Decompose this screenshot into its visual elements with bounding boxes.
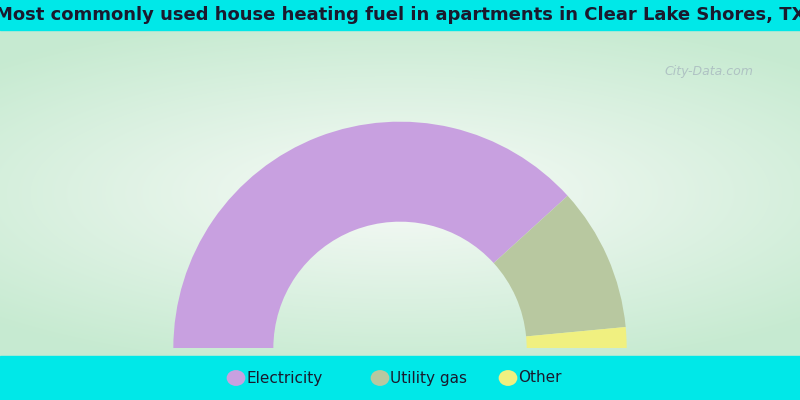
- Ellipse shape: [226, 370, 246, 386]
- Ellipse shape: [498, 370, 518, 386]
- Bar: [0, 356, 800, 400]
- Text: Electricity: Electricity: [246, 370, 322, 386]
- Wedge shape: [526, 327, 626, 348]
- Bar: [0, 0, 800, 30]
- Wedge shape: [494, 196, 626, 336]
- Text: Most commonly used house heating fuel in apartments in Clear Lake Shores, TX: Most commonly used house heating fuel in…: [0, 6, 800, 24]
- Wedge shape: [174, 122, 568, 348]
- Text: Other: Other: [518, 370, 562, 386]
- Ellipse shape: [370, 370, 390, 386]
- Text: City-Data.com: City-Data.com: [664, 66, 753, 78]
- Text: Utility gas: Utility gas: [390, 370, 467, 386]
